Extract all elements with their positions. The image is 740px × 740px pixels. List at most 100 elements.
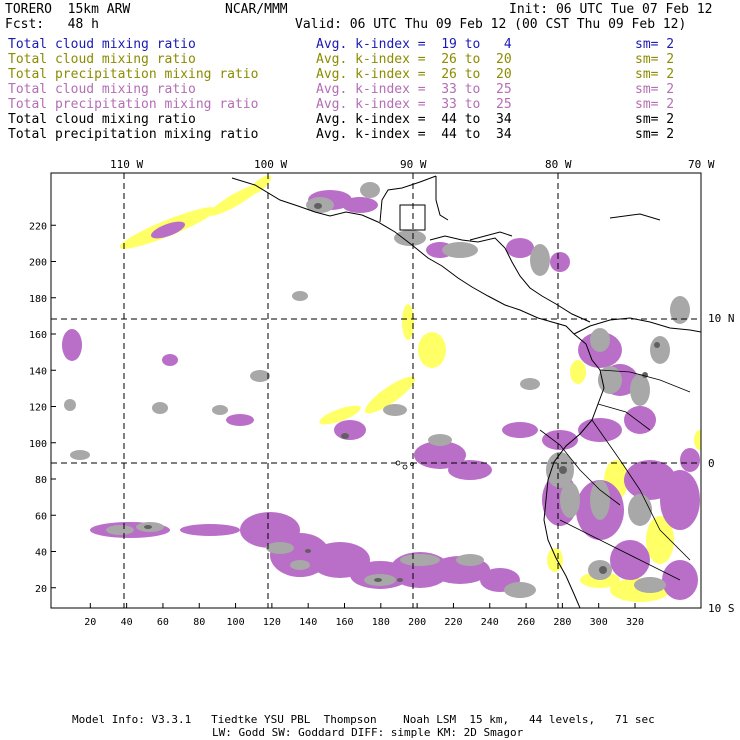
- lon-label-110w: 110 W: [110, 158, 144, 171]
- gray-field: [628, 494, 652, 526]
- organization: NCAR/MMM: [225, 2, 288, 17]
- x-tick-label: 280: [553, 617, 571, 628]
- legend-sm-3: sm= 2: [635, 82, 675, 97]
- legend-kindex-5: Avg. k-index = 44 to 34: [316, 112, 512, 127]
- x-tick-label: 40: [121, 617, 133, 628]
- legend-sm-4: sm= 2: [635, 97, 675, 112]
- model-title: TORERO 15km ARW: [5, 2, 131, 17]
- gray-field: [428, 434, 452, 446]
- dark-core: [599, 566, 607, 574]
- purple-field: [610, 540, 650, 580]
- dark-core: [642, 372, 648, 378]
- gray-field: [530, 244, 550, 276]
- legend-sm-5: sm= 2: [635, 112, 675, 127]
- legend-sm-6: sm= 2: [635, 127, 675, 142]
- purple-field: [680, 448, 700, 472]
- y-tick-label: 160: [29, 330, 47, 341]
- gray-field: [590, 480, 610, 520]
- lat-lon-grid: [51, 173, 701, 608]
- x-tick-label: 160: [335, 617, 353, 628]
- gray-field: [520, 378, 540, 390]
- legend-field-3: Total cloud mixing ratio: [8, 82, 196, 97]
- dark-core: [374, 578, 382, 582]
- gray-field: [250, 370, 270, 382]
- y-tick-label: 80: [35, 475, 47, 486]
- dark-core: [314, 203, 322, 209]
- gray-field: [590, 328, 610, 352]
- gray-field: [670, 296, 690, 324]
- legend-kindex-3: Avg. k-index = 33 to 25: [316, 82, 512, 97]
- gray-field: [152, 402, 168, 414]
- lat-label-10s: 10 S: [708, 602, 735, 615]
- yellow-field: [319, 405, 361, 425]
- legend-sm-2: sm= 2: [635, 67, 675, 82]
- x-tick-label: 140: [299, 617, 317, 628]
- lat-label-10n: 10 N: [708, 312, 735, 325]
- y-tick-label: 140: [29, 366, 47, 377]
- yellow-field: [248, 175, 272, 195]
- purple-field: [660, 470, 700, 530]
- legend-field-5: Total cloud mixing ratio: [8, 112, 196, 127]
- y-tick-label: 120: [29, 403, 47, 414]
- model-info: Model Info: V3.3.1 Tiedtke YSU PBL Thomp…: [72, 713, 655, 726]
- gray-field: [383, 404, 407, 416]
- x-tick-label: 320: [626, 617, 644, 628]
- dark-core: [559, 466, 567, 474]
- legend-field-0: Total cloud mixing ratio: [8, 37, 196, 52]
- y-tick-label: 40: [35, 548, 47, 559]
- gray-field: [70, 450, 90, 460]
- x-tick-label: 20: [84, 617, 96, 628]
- purple-field: [502, 422, 538, 438]
- purple-field: [550, 252, 570, 272]
- dark-core: [397, 578, 403, 582]
- dark-core: [654, 342, 660, 348]
- x-tick-label: 260: [517, 617, 535, 628]
- x-tick-label: 300: [590, 617, 608, 628]
- y-tick-label: 60: [35, 511, 47, 522]
- purple-field: [342, 197, 378, 213]
- legend-field-6: Total precipitation mixing ratio: [8, 127, 259, 142]
- init-time: Init: 06 UTC Tue 07 Feb 12: [509, 2, 713, 17]
- purple-field: [150, 221, 186, 239]
- x-tick-label: 240: [481, 617, 499, 628]
- lon-label-80w: 80 W: [545, 158, 572, 171]
- gray-field: [106, 525, 134, 535]
- purple-field: [542, 430, 578, 450]
- legend-sm-1: sm= 2: [635, 52, 675, 67]
- plot-frame: [50, 172, 702, 609]
- yellow-field: [418, 332, 446, 368]
- gray-field: [292, 291, 308, 301]
- gray-field: [456, 554, 484, 566]
- yellow-field: [547, 548, 563, 572]
- purple-field: [180, 524, 240, 536]
- purple-field: [506, 238, 534, 258]
- gray-field: [360, 182, 380, 198]
- legend-field-1: Total cloud mixing ratio: [8, 52, 196, 67]
- x-tick-label: 200: [408, 617, 426, 628]
- gray-field: [212, 405, 228, 415]
- lon-label-70w: 70 W: [688, 158, 715, 171]
- y-tick-label: 180: [29, 294, 47, 305]
- lat-label-0: 0: [708, 457, 715, 470]
- legend-kindex-2: Avg. k-index = 26 to 20: [316, 67, 512, 82]
- purple-field: [448, 460, 492, 480]
- purple-field: [226, 414, 254, 426]
- purple-field: [624, 406, 656, 434]
- lon-label-100w: 100 W: [254, 158, 288, 171]
- purple-field: [334, 420, 366, 440]
- purple-field: [162, 354, 178, 366]
- gray-field: [442, 242, 478, 258]
- gray-field: [400, 554, 440, 566]
- coastlines: [231, 175, 701, 608]
- valid-time: Valid: 06 UTC Thu 09 Feb 12 (00 CST Thu …: [295, 17, 687, 32]
- lon-label-90w: 90 W: [400, 158, 427, 171]
- gray-field: [64, 399, 76, 411]
- x-tick-label: 120: [263, 617, 281, 628]
- dark-core: [144, 525, 152, 529]
- purple-field: [578, 418, 622, 442]
- gray-field: [560, 482, 580, 518]
- physics-info: LW: Godd SW: Goddard DIFF: simple KM: 2D…: [212, 726, 524, 739]
- legend-kindex-4: Avg. k-index = 33 to 25: [316, 97, 512, 112]
- yellow-field: [208, 184, 262, 216]
